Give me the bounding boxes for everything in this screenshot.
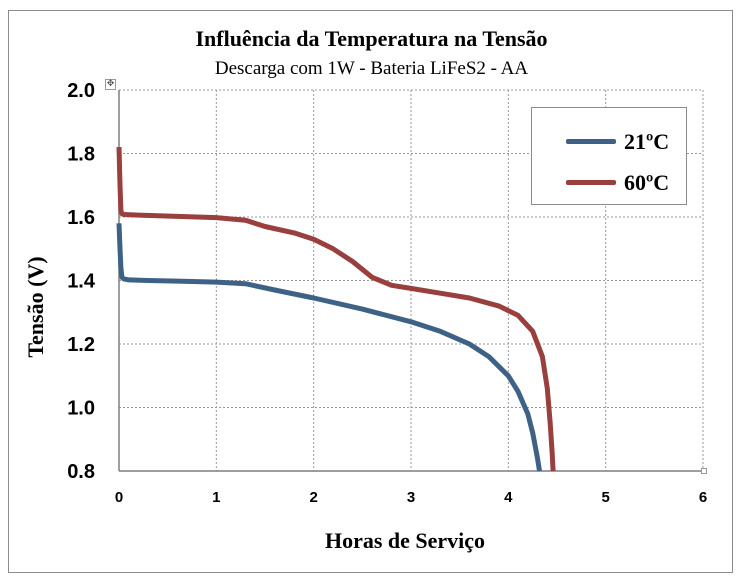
- y-tick-label: 1.4: [67, 271, 96, 293]
- x-tick-label: 4: [504, 489, 513, 506]
- legend-swatch-60c: [566, 180, 616, 185]
- legend-item-21c: 21ºC: [532, 126, 688, 156]
- series-line-60c: [116, 147, 556, 472]
- x-tick-label: 2: [309, 489, 317, 506]
- legend-item-60c: 60ºC: [532, 167, 688, 197]
- legend-label-21c: 21ºC: [624, 129, 670, 154]
- x-tick-label: 6: [699, 489, 707, 506]
- resize-handle-icon[interactable]: [701, 468, 707, 474]
- y-tick-label: 1.2: [67, 334, 95, 356]
- y-tick-label: 1.0: [67, 398, 95, 420]
- y-tick-label: 1.6: [67, 207, 95, 229]
- x-axis-label: Horas de Serviço: [324, 528, 486, 553]
- chart-title: Influência da Temperatura na Tensão: [195, 26, 548, 51]
- series-line-21c: [116, 223, 542, 472]
- move-handle-icon[interactable]: ✥: [105, 79, 116, 90]
- y-axis-label: Tensão (V): [23, 256, 48, 358]
- y-tick-label: 2.0: [67, 80, 95, 102]
- y-tick-label: 1.8: [67, 144, 95, 166]
- x-tick-label: 0: [115, 489, 123, 506]
- legend-swatch-21c: [566, 139, 616, 144]
- x-tick-label: 3: [407, 489, 415, 506]
- chart-subtitle: Descarga com 1W - Bateria LiFeS2 - AA: [214, 58, 529, 79]
- legend: 21ºC 60ºC: [531, 107, 687, 205]
- y-tick-label: 0.8: [67, 461, 95, 483]
- x-tick-label: 5: [601, 489, 609, 506]
- legend-label-60c: 60ºC: [624, 170, 670, 195]
- x-tick-label: 1: [212, 489, 220, 506]
